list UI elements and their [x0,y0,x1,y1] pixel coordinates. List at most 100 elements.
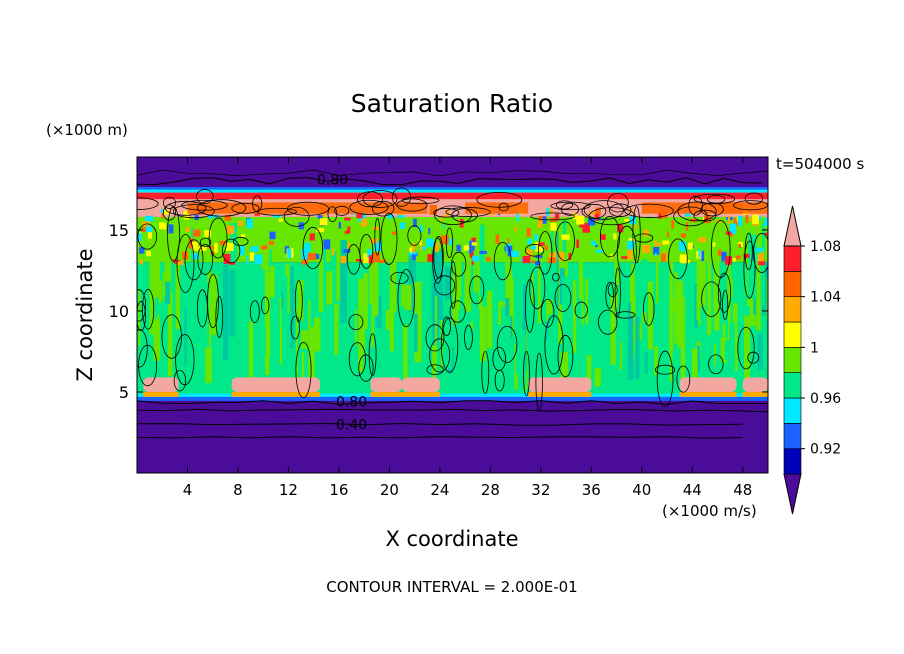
cloud-base-lens [231,377,320,392]
mixed-layer-speckle [653,246,660,255]
closed-contour [615,311,636,319]
mixed-layer-speckle [662,240,670,245]
closed-contour [599,215,621,258]
cloud-streak [672,313,680,382]
cloud-streak [323,246,327,335]
mixed-layer-speckle [627,249,633,260]
cloud-streak [713,278,720,331]
cloud-streak [358,278,364,372]
cloud-streak [476,243,483,310]
mixed-layer-speckle [743,253,750,258]
chart-title: Saturation Ratio [351,89,553,118]
cloud-streak [440,290,443,370]
mixed-layer-speckle [522,255,531,264]
mixed-layer-speckle [671,220,675,229]
cloud-streak [656,251,659,304]
mixed-layer-speckle [246,218,253,229]
y-tick-label: 10 [109,302,129,321]
closed-contour [451,208,478,223]
cloud-streak [157,313,160,340]
mixed-layer-speckle [729,223,737,234]
closed-contour [442,316,452,336]
contour-label: 0.40 [336,417,367,433]
cloud-streak [452,265,456,326]
mixed-layer-speckle [145,226,153,233]
closed-contour [346,244,361,275]
mixed-layer-speckle [192,253,200,260]
mixed-layer-speckle [599,218,603,222]
mixed-layer-speckle [600,234,606,240]
mixed-layer-speckle [591,241,596,246]
closed-contour [445,207,491,217]
mixed-layer-speckle [738,241,744,247]
contour-0.80-upper [137,176,762,186]
cloud-streak [756,236,761,316]
cloud-streak [354,289,357,346]
mixed-layer-speckle [363,253,370,264]
closed-contour [208,217,228,259]
cloud-streak [314,317,321,352]
cloud-streak [403,324,408,384]
closed-contour [529,266,546,310]
closed-contour [550,201,591,211]
mixed-layer-speckle [558,251,565,262]
mixed-layer-speckle [576,239,580,248]
mixed-layer-speckle [411,242,415,253]
closed-contour [138,344,158,387]
cloud-streak [184,307,187,366]
cloud-streak [669,259,674,353]
mixed-layer-speckle [546,207,550,216]
mixed-layer-speckle [764,217,768,227]
closed-contour [348,314,364,331]
cloud-streak [627,302,634,380]
cloud-streak [609,347,615,386]
cloud-streak [473,292,479,342]
x-tick-label: 4 [183,481,193,499]
mixed-layer-speckle [735,255,741,260]
closed-contour [432,237,444,284]
cloud-streak [353,279,359,311]
cloud-streak [448,301,455,347]
colorbar-swatch [783,372,802,399]
closed-contour [743,240,756,299]
mixed-layer-speckle [531,260,535,264]
contour-label: 0.80 [317,173,348,189]
closed-contour [197,244,214,275]
mixed-layer-speckle [595,207,601,216]
mixed-layer-speckle [548,252,557,262]
cloud-streak [586,355,592,390]
x-tick-label: 36 [582,481,601,499]
cloud-streak [749,271,756,327]
cloud-streak [617,284,621,362]
mixed-layer-speckle [254,254,263,264]
closed-contour [176,234,195,293]
cloud-streak [318,236,327,313]
closed-contour [196,199,247,217]
closed-contour [493,241,512,281]
mixed-layer-speckle [752,214,759,224]
cloud-streak [178,321,183,384]
cloud-streak [696,346,700,373]
mixed-layer-speckle [344,217,351,221]
closed-contour [283,206,310,227]
cloud-streak [762,261,768,316]
cloud-streak [501,307,506,359]
mixed-layer-speckle [261,245,268,250]
mixed-layer-speckle [576,215,585,225]
closed-contour [173,370,187,392]
cloud-streak [401,284,408,307]
closed-contour [358,354,374,382]
closed-contour [137,289,147,322]
mixed-layer-speckle [344,230,350,234]
mixed-layer-speckle [420,246,427,250]
cloud-streak [581,276,584,326]
cloud-base-cyan [137,393,768,397]
mixed-layer-speckle [643,229,649,237]
mixed-layer-speckle [139,259,143,265]
mixed-layer-speckle [698,249,701,258]
cloud-top-cyan [137,189,768,193]
closed-contour [167,206,180,262]
closed-contour [523,350,530,397]
closed-contour [717,272,732,313]
mixed-layer-speckle [225,242,234,251]
